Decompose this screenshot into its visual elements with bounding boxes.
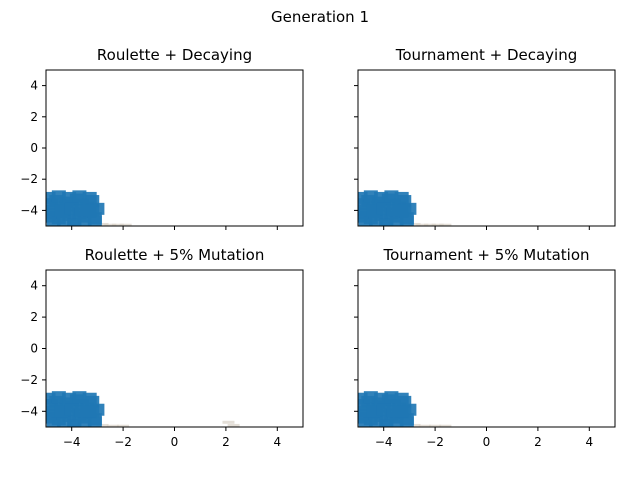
faint-point xyxy=(439,223,452,226)
data-point xyxy=(67,218,82,226)
y-tick-label: 4 xyxy=(30,279,38,293)
data-point xyxy=(358,417,373,427)
x-tick-label: −4 xyxy=(63,435,81,449)
data-points xyxy=(358,190,452,226)
y-tick-label: 0 xyxy=(30,141,38,155)
y-tick-label: 2 xyxy=(30,310,38,324)
data-point xyxy=(87,215,102,226)
data-point xyxy=(67,419,82,427)
faint-point xyxy=(431,223,444,226)
y-tick-label: 2 xyxy=(30,110,38,124)
x-tick-label: −2 xyxy=(114,435,132,449)
data-point xyxy=(56,215,71,226)
data-point xyxy=(379,218,394,226)
data-point xyxy=(368,215,383,226)
subplot-title: Tournament + Decaying xyxy=(395,46,578,64)
data-point xyxy=(389,417,404,427)
subplot-tournament-decaying: Tournament + Decaying xyxy=(354,46,616,230)
x-tick-label: −4 xyxy=(375,435,393,449)
faint-point xyxy=(416,223,429,226)
data-point xyxy=(358,216,373,226)
x-tick-label: −2 xyxy=(426,435,444,449)
y-tick-label: −2 xyxy=(20,172,38,186)
data-point xyxy=(379,419,394,427)
y-tick-label: −4 xyxy=(20,203,38,217)
faint-point xyxy=(111,223,124,226)
data-point xyxy=(397,405,412,418)
data-point xyxy=(394,191,409,204)
x-tick-label: 0 xyxy=(483,435,491,449)
faint-point xyxy=(408,423,421,427)
data-point xyxy=(394,392,409,405)
y-tick-label: 4 xyxy=(30,79,38,93)
faint-point xyxy=(222,420,235,424)
x-tick-label: 4 xyxy=(273,435,281,449)
data-point xyxy=(46,191,56,204)
data-point xyxy=(56,416,71,427)
data-point xyxy=(82,392,97,405)
y-tick-label: −2 xyxy=(20,373,38,387)
faint-point xyxy=(227,423,240,427)
data-point xyxy=(389,216,404,226)
faint-point xyxy=(119,223,132,226)
data-point xyxy=(399,215,414,226)
faint-point xyxy=(408,222,421,226)
data-point xyxy=(399,416,414,427)
data-point xyxy=(87,416,102,427)
data-point xyxy=(397,204,412,217)
subplot-title: Roulette + 5% Mutation xyxy=(85,246,265,264)
data-point xyxy=(82,191,97,204)
data-point xyxy=(358,191,368,204)
faint-point xyxy=(96,423,109,427)
x-tick-label: 2 xyxy=(222,435,230,449)
subplot-title: Roulette + Decaying xyxy=(97,46,252,64)
subplot-roulette-decaying: Roulette + Decaying −4 −2 0 2 4 xyxy=(20,46,304,230)
data-point xyxy=(358,392,368,405)
data-point xyxy=(46,216,61,226)
y-tick-label: 0 xyxy=(30,342,38,356)
data-points xyxy=(46,391,240,427)
data-point xyxy=(85,405,100,418)
data-point xyxy=(77,417,92,427)
faint-point xyxy=(96,222,109,226)
faint-point xyxy=(104,223,117,226)
subplot-tournament-mutation: Tournament + 5% Mutation −4 −2 0 2 4 xyxy=(354,246,616,449)
x-tick-label: 0 xyxy=(171,435,179,449)
x-tick-label: 2 xyxy=(534,435,542,449)
data-point xyxy=(77,216,92,226)
faint-point xyxy=(429,424,442,427)
x-tick-label: 4 xyxy=(585,435,593,449)
data-points xyxy=(358,391,452,427)
data-points xyxy=(46,190,132,226)
data-point xyxy=(85,204,100,217)
data-point xyxy=(368,416,383,427)
faint-point xyxy=(418,424,431,427)
data-point xyxy=(46,392,56,405)
faint-point xyxy=(439,424,452,427)
faint-point xyxy=(106,424,119,427)
subplot-roulette-mutation: Roulette + 5% Mutation −4 −2 0 2 4 −4 −2 0 2 4 xyxy=(20,246,304,449)
data-point xyxy=(46,417,61,427)
faint-point xyxy=(423,223,436,226)
y-tick-label: −4 xyxy=(20,404,38,418)
subplot-title: Tournament + 5% Mutation xyxy=(382,246,589,264)
faint-point xyxy=(117,424,130,427)
figure-title: Generation 1 xyxy=(271,8,369,26)
